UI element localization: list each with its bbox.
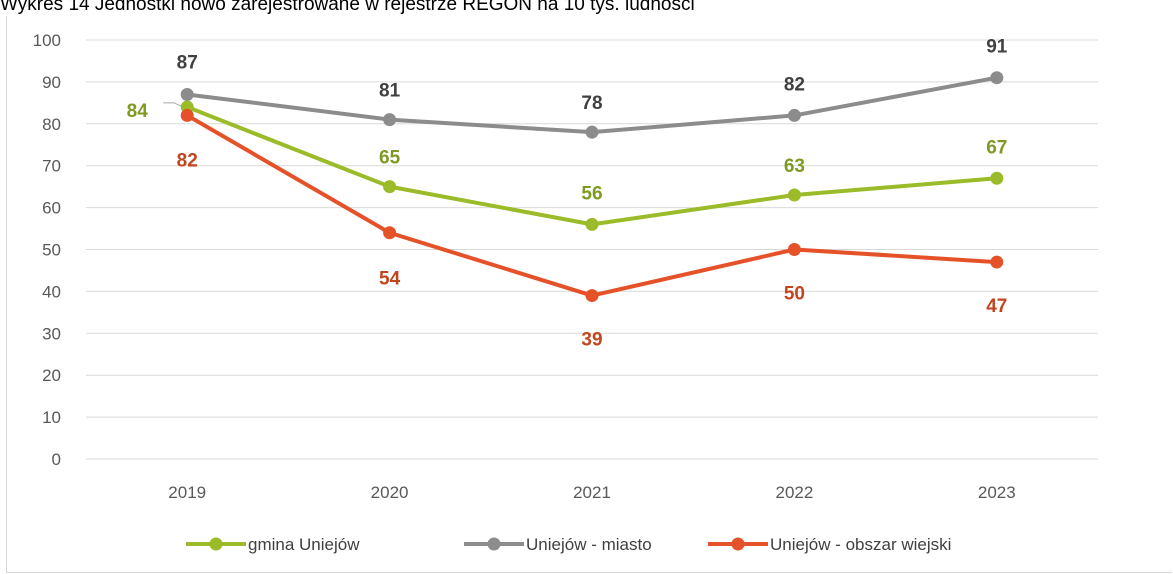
data-point [383,180,397,194]
y-tick-label: 50 [42,241,61,260]
y-axis-tick-labels: 0 10 20 30 40 50 60 70 80 90 100 [33,31,61,469]
data-labels: 84 65 56 63 67 87 81 78 82 91 82 54 39 50 47 [127,37,1008,351]
y-tick-label: 70 [42,157,61,176]
leader-line [163,102,182,107]
y-tick-label: 10 [42,408,61,427]
y-tick-label: 80 [42,115,61,134]
x-tick-label: 2019 [168,483,206,502]
legend-swatch-marker [209,537,223,551]
chart-frame [6,16,1172,573]
x-axis-tick-labels: 2019 2020 2021 2022 2023 [168,483,1015,502]
legend-item: Uniejów - miasto [464,535,652,554]
data-point [787,188,801,202]
data-label: 47 [986,296,1007,317]
data-label: 50 [784,284,805,305]
data-point [585,217,599,231]
data-label: 84 [127,101,149,122]
data-label: 56 [581,183,602,204]
data-point [383,113,397,127]
y-tick-label: 100 [33,31,61,50]
data-point [180,87,194,101]
legend-label: Uniejów - obszar wiejski [770,535,951,554]
y-tick-label: 0 [52,450,61,469]
data-label: 91 [986,37,1008,58]
legend-item: gmina Uniejów [186,535,360,554]
legend: gmina Uniejów Uniejów - miasto Uniejów - o… [186,535,951,554]
data-point [180,108,194,122]
y-tick-label: 20 [42,366,61,385]
legend-swatch-marker [731,537,745,551]
chart-title: Wykres 14 Jednostki nowo zarejestrowane … [0,0,695,15]
data-label: 67 [986,137,1007,158]
data-label: 82 [784,74,805,95]
y-tick-label: 90 [42,73,61,92]
gridlines [86,39,1098,460]
legend-item: Uniejów - obszar wiejski [708,535,951,554]
data-label: 54 [379,269,401,290]
data-label: 65 [379,148,401,169]
y-tick-label: 40 [42,282,61,301]
x-tick-label: 2022 [775,483,813,502]
data-point [585,289,599,303]
y-tick-label: 30 [42,324,61,343]
legend-label: Uniejów - miasto [526,535,652,554]
data-label: 63 [784,156,805,177]
data-label: 39 [581,330,602,351]
data-point [990,255,1004,269]
data-point [990,71,1004,85]
data-label: 87 [177,52,198,73]
data-label: 82 [177,150,198,171]
data-point [990,171,1004,185]
data-point [787,108,801,122]
data-point [787,243,801,256]
legend-swatch-marker [487,537,501,551]
series-line [185,113,999,298]
data-label: 81 [379,81,401,102]
data-point [383,226,397,240]
series-points [180,71,1004,303]
y-tick-label: 60 [42,199,61,218]
x-tick-label: 2023 [978,483,1016,502]
data-label: 78 [581,93,602,114]
x-tick-label: 2020 [371,483,409,502]
x-tick-label: 2021 [573,483,611,502]
legend-label: gmina Uniejów [248,535,360,554]
data-point [585,125,599,139]
